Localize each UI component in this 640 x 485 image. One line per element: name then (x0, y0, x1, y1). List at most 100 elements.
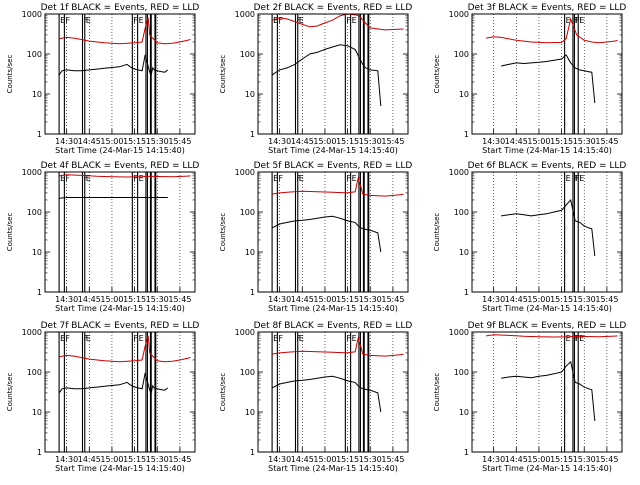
flag-letter: F (575, 16, 580, 25)
y-tick-label: 1000 (235, 10, 255, 19)
plot-frame (257, 331, 409, 453)
plot-frame (44, 171, 196, 293)
x-tick-label: 15:00 (313, 137, 336, 146)
flag-letter: E (352, 16, 357, 25)
detector-panel: Det 1f BLACK = Events, RED = LLD Counts/s… (6, 3, 199, 155)
x-tick-label: 15:00 (100, 137, 123, 146)
x-axis-label: Start Time (24-Mar-15 14:15:40) (482, 464, 612, 473)
flag-letter: E (579, 174, 584, 183)
flag-letter: F (574, 174, 579, 183)
flag-letter: E (139, 174, 144, 183)
x-tick-label: 15:45 (381, 295, 404, 304)
y-tick-label: 100 (240, 50, 255, 59)
y-tick-label: 10 (32, 248, 42, 257)
x-axis-label: Start Time (24-Mar-15 14:15:40) (268, 304, 398, 313)
y-tick-label: 1 (464, 448, 469, 457)
x-tick-label: 15:15 (336, 455, 359, 464)
x-axis-label: Start Time (24-Mar-15 14:15:40) (55, 304, 185, 313)
y-tick-label: 1000 (235, 328, 255, 337)
flag-letter: E (352, 174, 357, 183)
x-tick-label: 15:00 (527, 137, 550, 146)
y-tick-label: 1000 (449, 168, 469, 177)
x-tick-label: 15:15 (550, 137, 573, 146)
events-series-line (271, 215, 382, 253)
x-tick-label: 15:30 (573, 295, 596, 304)
flag-letter: F (133, 334, 138, 343)
events-series-line (271, 375, 382, 413)
y-tick-label: 1 (250, 130, 255, 139)
flag-letter: E (60, 16, 65, 25)
y-tick-label: 10 (245, 248, 255, 257)
panel-title: Det 9f BLACK = Events, RED = LLD (468, 321, 627, 331)
x-tick-label: 15:15 (123, 137, 146, 146)
y-tick-label: 10 (459, 90, 469, 99)
x-tick-label: 15:00 (100, 295, 123, 304)
x-tick-label: 14:30 (482, 137, 505, 146)
x-tick-label: 15:45 (595, 137, 618, 146)
y-tick-label: 10 (459, 408, 469, 417)
x-tick-label: 15:15 (550, 455, 573, 464)
panel-title: Det 1f BLACK = Events, RED = LLD (41, 3, 200, 13)
x-tick-label: 14:30 (268, 137, 291, 146)
flag-letter: F (297, 334, 302, 343)
flag-letter: E (86, 16, 91, 25)
flag-letter: F (65, 16, 70, 25)
lld-series-line (272, 336, 404, 357)
y-tick-label: 1000 (22, 168, 42, 177)
x-tick-label: 14:30 (55, 295, 78, 304)
x-tick-label: 15:45 (595, 455, 618, 464)
y-tick-label: 10 (245, 408, 255, 417)
flag-letter: F (346, 334, 351, 343)
flag-letter: F (278, 174, 283, 183)
detector-panel: Det 4f BLACK = Events, RED = LLD Counts/s… (6, 161, 199, 313)
y-tick-label: 1 (250, 448, 255, 457)
y-tick-label: 10 (32, 90, 42, 99)
panel-title: Det 8f BLACK = Events, RED = LLD (254, 321, 413, 331)
x-axis-label: Start Time (24-Mar-15 14:15:40) (55, 464, 185, 473)
panel-title: Det 6f BLACK = Events, RED = LLD (468, 161, 627, 171)
lld-series-line (486, 17, 618, 44)
detector-panel: Det 8f BLACK = Events, RED = LLD Counts/s… (219, 321, 412, 473)
flag-letter: E (273, 174, 278, 183)
y-tick-label: 100 (454, 208, 469, 217)
panel-title: Det 7f BLACK = Events, RED = LLD (41, 321, 200, 331)
x-tick-label: 14:45 (78, 137, 101, 146)
x-tick-label: 14:45 (505, 455, 528, 464)
flag-letter: F (278, 334, 283, 343)
x-axis-label: Start Time (24-Mar-15 14:15:40) (268, 464, 398, 473)
flag-letter: E (86, 174, 91, 183)
x-axis-label: Start Time (24-Mar-15 14:15:40) (482, 304, 612, 313)
x-tick-label: 15:45 (595, 295, 618, 304)
flag-letter: E (60, 334, 65, 343)
flag-letter: F (65, 174, 70, 183)
flag-letter: F (133, 174, 138, 183)
y-axis-label: Counts/sec (219, 213, 227, 252)
flag-letter: E (273, 16, 278, 25)
panel-title: Det 5f BLACK = Events, RED = LLD (254, 161, 413, 171)
flag-letter: E (299, 16, 304, 25)
flag-letter: F (575, 174, 580, 183)
detector-panel: Det 9f BLACK = Events, RED = LLD Counts/s… (433, 321, 626, 473)
flag-letter: E (352, 334, 357, 343)
panel-title: Det 4f BLACK = Events, RED = LLD (41, 161, 200, 171)
flag-letter: F (65, 334, 70, 343)
y-tick-label: 100 (454, 368, 469, 377)
flag-letter: E (579, 334, 584, 343)
flag-letter: E (139, 16, 144, 25)
x-tick-label: 14:45 (291, 137, 314, 146)
flag-letter: E (579, 16, 584, 25)
lld-series-line (272, 176, 404, 197)
events-series-line (501, 360, 596, 421)
x-tick-label: 15:15 (336, 295, 359, 304)
y-axis-label: Counts/sec (6, 55, 14, 94)
x-tick-label: 14:30 (482, 295, 505, 304)
detector-panel: Det 5f BLACK = Events, RED = LLD Counts/s… (219, 161, 412, 313)
x-tick-label: 15:00 (313, 295, 336, 304)
detector-panel: Det 3f BLACK = Events, RED = LLD Counts/s… (433, 3, 626, 155)
y-axis-label: Counts/sec (219, 55, 227, 94)
flag-letter: F (133, 16, 138, 25)
y-axis-label: Counts/sec (6, 213, 14, 252)
events-series-line (58, 54, 169, 77)
x-tick-label: 15:45 (381, 455, 404, 464)
